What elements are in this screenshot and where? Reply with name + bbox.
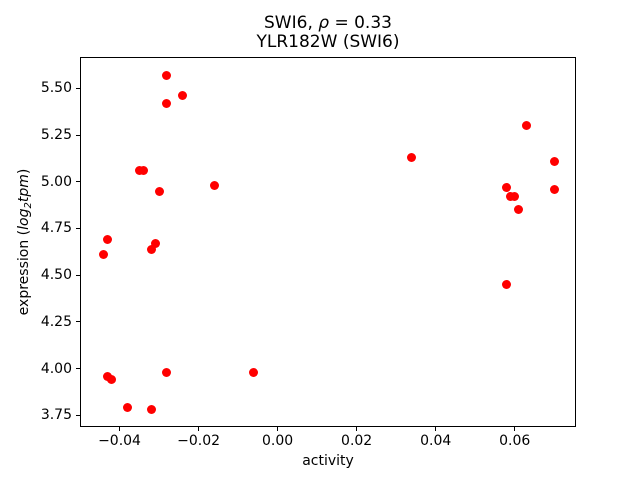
data-point (209, 181, 219, 190)
x-tick-label: −0.02 (177, 433, 221, 449)
data-point (522, 121, 532, 131)
x-tick-mark (277, 427, 279, 431)
data-point (510, 192, 520, 202)
plot-area (80, 57, 576, 427)
y-axis-label-subscript: 2 (23, 202, 34, 209)
chart-title-rho: ρ (318, 13, 330, 33)
x-tick-label: 0.02 (341, 433, 373, 449)
data-point (150, 238, 160, 248)
y-axis-label-log: log (16, 208, 32, 230)
data-point (407, 152, 417, 162)
data-point (549, 156, 559, 166)
data-point (502, 182, 512, 192)
y-tick-mark (76, 87, 80, 89)
data-point (549, 184, 559, 194)
x-tick-mark (356, 427, 358, 431)
y-tick-mark (76, 227, 80, 229)
x-tick-mark (514, 427, 516, 431)
data-point (502, 280, 512, 290)
x-tick-mark (435, 427, 437, 431)
y-tick-mark (76, 414, 80, 416)
data-point (99, 250, 109, 260)
y-tick-mark (76, 134, 80, 136)
y-tick-label: 5.50 (40, 80, 72, 97)
y-axis-label-prefix: expression ( (16, 229, 32, 316)
data-point (138, 166, 148, 176)
data-point (178, 91, 188, 101)
y-tick-label: 4.25 (40, 313, 72, 330)
data-point (162, 367, 172, 377)
chart-title-correlation: = 0.33 (329, 13, 392, 33)
data-point (122, 403, 132, 413)
y-tick-label: 5.25 (40, 127, 72, 144)
data-point (162, 98, 172, 108)
y-tick-mark (76, 368, 80, 370)
y-tick-label: 4.00 (40, 360, 72, 377)
data-point (514, 205, 524, 215)
y-axis-label-tpm: tpm (16, 174, 32, 203)
x-tick-label: 0.06 (499, 433, 531, 449)
chart-title: SWI6, ρ = 0.33 (80, 14, 576, 33)
data-point (103, 235, 113, 245)
y-axis-label: expression (log2tpm) (15, 92, 34, 392)
y-tick-mark (76, 181, 80, 183)
x-tick-label: 0.04 (420, 433, 452, 449)
x-tick-mark (119, 427, 121, 431)
y-tick-label: 4.50 (40, 267, 72, 284)
chart-title-gene: SWI6, (264, 13, 319, 33)
y-tick-label: 3.75 (40, 407, 72, 424)
y-tick-label: 5.00 (40, 173, 72, 190)
data-point (154, 186, 164, 196)
data-point (146, 244, 156, 254)
data-point (107, 375, 117, 385)
data-point (249, 367, 259, 377)
x-tick-label: −0.04 (98, 433, 141, 449)
chart-subtitle: YLR182W (SWI6) (256, 32, 400, 52)
data-point (146, 405, 156, 415)
x-tick-mark (198, 427, 200, 431)
x-axis-label: activity (302, 453, 354, 469)
y-tick-mark (76, 274, 80, 276)
y-tick-label: 4.75 (40, 220, 72, 237)
y-tick-mark (76, 321, 80, 323)
x-tick-label: 0.00 (262, 433, 294, 449)
y-axis-label-suffix: ) (16, 168, 32, 175)
data-point (162, 70, 172, 80)
